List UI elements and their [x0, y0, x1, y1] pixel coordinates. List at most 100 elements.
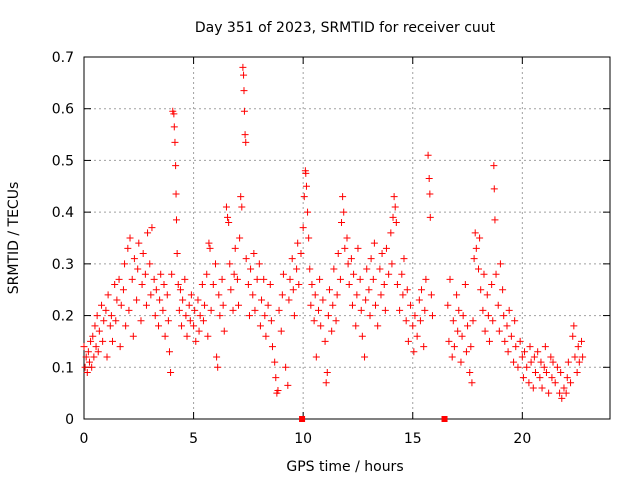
data-point — [199, 317, 207, 325]
data-point — [216, 312, 224, 320]
data-point — [178, 322, 186, 330]
data-point — [137, 317, 145, 325]
data-point — [449, 317, 457, 325]
axis-ticks — [83, 56, 610, 420]
data-point — [139, 250, 147, 258]
data-point — [481, 327, 489, 335]
data-point — [167, 368, 175, 376]
data-point — [376, 265, 384, 273]
y-tick-label: 0.5 — [52, 153, 74, 169]
data-point — [247, 265, 255, 273]
data-point — [219, 301, 227, 309]
data-point — [266, 281, 274, 289]
data-point — [354, 244, 362, 252]
data-point — [323, 368, 331, 376]
data-point — [562, 389, 570, 397]
data-point — [450, 343, 458, 351]
data-point — [569, 332, 577, 340]
data-point — [330, 265, 338, 273]
data-point — [329, 301, 337, 309]
data-point — [305, 234, 313, 242]
data-point — [195, 327, 203, 335]
data-point — [367, 255, 375, 263]
data-point — [339, 193, 347, 201]
data-point — [426, 213, 434, 221]
data-point — [404, 337, 412, 345]
data-point — [165, 348, 173, 356]
data-point — [510, 358, 518, 366]
data-point — [575, 358, 583, 366]
data-point — [537, 358, 545, 366]
data-point — [113, 296, 121, 304]
data-point — [332, 317, 340, 325]
data-point — [214, 363, 222, 371]
data-point — [99, 337, 107, 345]
data-point — [268, 343, 276, 351]
data-point — [518, 353, 526, 361]
data-point — [322, 379, 330, 387]
data-point — [84, 348, 92, 356]
data-point — [92, 343, 100, 351]
data-point — [499, 286, 507, 294]
data-point — [501, 337, 509, 345]
data-point — [151, 312, 159, 320]
data-point — [302, 169, 310, 177]
data-point — [472, 244, 480, 252]
data-point — [102, 306, 110, 314]
data-point — [249, 291, 257, 299]
data-point — [85, 358, 93, 366]
x-tick-label: 5 — [189, 431, 198, 447]
data-point — [117, 301, 125, 309]
data-point — [343, 234, 351, 242]
x-tick-label: 10 — [294, 431, 312, 447]
data-point — [218, 275, 226, 283]
data-point — [505, 306, 513, 314]
data-point — [134, 265, 142, 273]
data-point — [239, 63, 247, 71]
data-point — [89, 332, 97, 340]
data-point — [416, 317, 424, 325]
data-point — [236, 234, 244, 242]
data-point — [491, 216, 499, 224]
data-point — [173, 250, 181, 258]
data-point — [319, 296, 327, 304]
data-point — [209, 281, 217, 289]
data-point — [403, 286, 411, 294]
data-point — [531, 368, 539, 376]
data-point — [567, 379, 575, 387]
data-point — [347, 255, 355, 263]
data-point — [393, 281, 401, 289]
data-point — [88, 363, 96, 371]
data-point — [161, 332, 169, 340]
data-point — [545, 389, 553, 397]
data-point — [146, 260, 154, 268]
data-point — [427, 291, 435, 299]
data-point — [163, 291, 171, 299]
data-point — [516, 337, 524, 345]
data-point — [164, 317, 172, 325]
data-point — [374, 322, 382, 330]
data-point — [358, 332, 366, 340]
data-point — [237, 193, 245, 201]
data-point — [519, 374, 527, 382]
y-tick-label: 0.2 — [52, 309, 74, 325]
data-point — [201, 301, 209, 309]
data-point — [542, 368, 550, 376]
data-point — [119, 286, 127, 294]
data-point — [411, 312, 419, 320]
data-point — [459, 312, 467, 320]
data-point — [275, 306, 283, 314]
data-point — [222, 203, 230, 211]
data-point — [392, 218, 400, 226]
data-point — [549, 358, 557, 366]
data-point — [484, 312, 492, 320]
data-point — [468, 379, 476, 387]
data-point — [409, 322, 417, 330]
data-point — [341, 244, 349, 252]
data-point — [182, 312, 190, 320]
y-tick-label: 0 — [65, 412, 74, 428]
y-tick-labels: 0 0.1 0.2 0.3 0.4 0.5 0.6 0.7 — [52, 50, 74, 428]
data-point — [391, 203, 399, 211]
data-point — [107, 312, 115, 320]
data-point — [278, 291, 286, 299]
